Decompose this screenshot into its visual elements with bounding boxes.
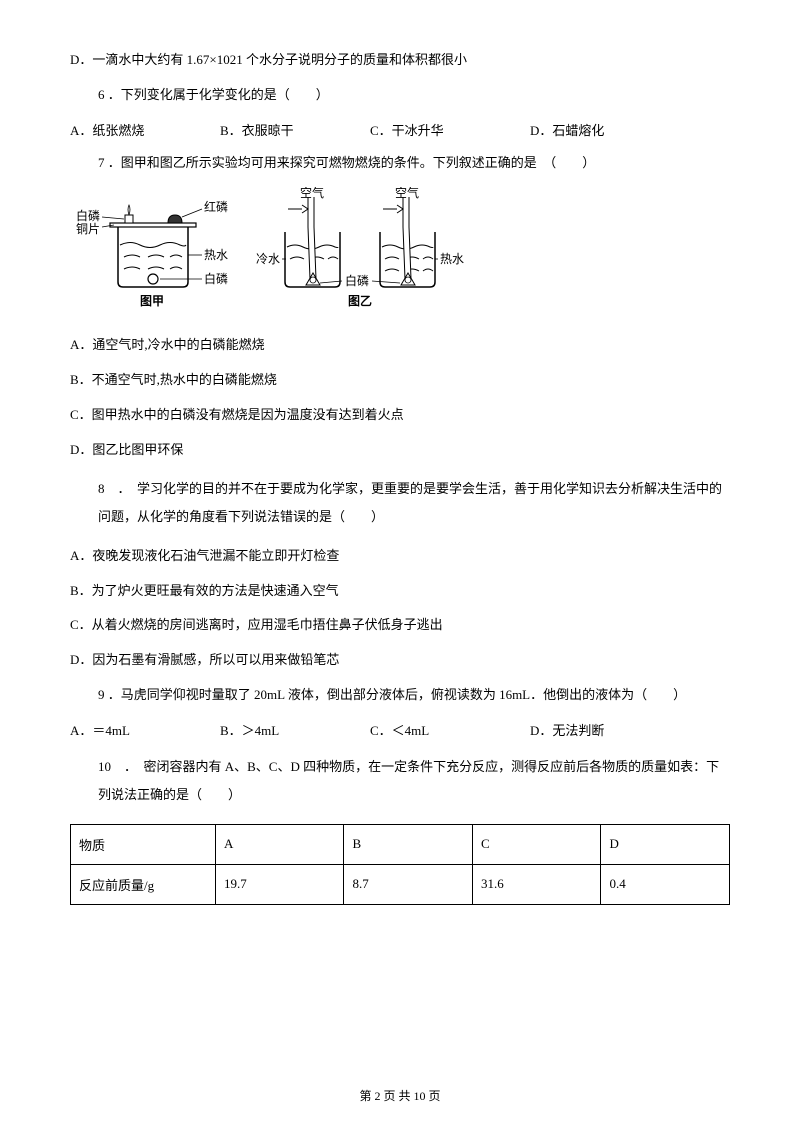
q6-options: A．纸张燃烧 B．衣服晾干 C．干冰升华 D．石蜡熔化 <box>70 120 730 139</box>
q9-option-d: D．无法判断 <box>530 720 680 739</box>
cell-header-3: C <box>472 824 601 864</box>
q5-option-d: D．一滴水中大约有 1.67×1021 个水分子说明分子的质量和体积都很小 <box>70 50 730 71</box>
q6-option-a: A．纸张燃烧 <box>70 120 220 139</box>
label-kongqi-2: 空气 <box>395 187 419 200</box>
cell-header-0: 物质 <box>71 824 216 864</box>
q7-option-d: D．图乙比图甲环保 <box>70 440 730 461</box>
label-reshui-jia: 热水 <box>204 248 228 262</box>
diagram-yi: 空气 空气 冷水 白磷 热水 图乙 <box>256 187 464 308</box>
q6-stem: 6 ．下列变化属于化学变化的是（ ） <box>70 85 730 106</box>
exam-page: D．一滴水中大约有 1.67×1021 个水分子说明分子的质量和体积都很小 6 … <box>0 0 800 1132</box>
q7-option-b: B．不通空气时,热水中的白磷能燃烧 <box>70 370 730 391</box>
diagram-jia: 白磷 铜片 红磷 热水 白磷 图甲 <box>76 199 228 308</box>
page-footer: 第 2 页 共 10 页 <box>0 1087 800 1104</box>
q9-stem: 9 ．马虎同学仰视时量取了 20mL 液体，倒出部分液体后，俯视读数为 16mL… <box>70 685 730 706</box>
cell-header-1: A <box>215 824 344 864</box>
label-bailin-water: 白磷 <box>204 271 228 286</box>
q7-diagram: 白磷 铜片 红磷 热水 白磷 图甲 <box>70 187 730 317</box>
label-tuyi: 图乙 <box>348 294 372 308</box>
table-row: 物质 A B C D <box>71 824 730 864</box>
label-tongpian: 铜片 <box>76 221 100 236</box>
q9-option-a: A．＝4mL <box>70 720 220 739</box>
q7-diagram-svg: 白磷 铜片 红磷 热水 白磷 图甲 <box>70 187 490 317</box>
cell-row1-4: 0.4 <box>601 864 730 904</box>
cell-row1-2: 8.7 <box>344 864 473 904</box>
cell-header-2: B <box>344 824 473 864</box>
q8-option-c: C．从着火燃烧的房间逃离时，应用湿毛巾捂住鼻子伏低身子逃出 <box>70 615 730 636</box>
label-honglin: 红磷 <box>204 199 228 214</box>
q7-option-a: A．通空气时,冷水中的白磷能燃烧 <box>70 335 730 356</box>
label-bailin-jia: 白磷 <box>76 208 100 223</box>
label-bailin-yi: 白磷 <box>345 273 369 288</box>
label-tujia: 图甲 <box>140 294 164 308</box>
q7-option-c: C．图甲热水中的白磷没有燃烧是因为温度没有达到着火点 <box>70 405 730 426</box>
cell-header-4: D <box>601 824 730 864</box>
q10-table: 物质 A B C D 反应前质量/g 19.7 8.7 31.6 0.4 <box>70 824 730 905</box>
q6-option-c: C．干冰升华 <box>370 120 530 139</box>
cell-row1-3: 31.6 <box>472 864 601 904</box>
q9-options: A．＝4mL B．＞4mL C．＜4mL D．无法判断 <box>70 720 730 739</box>
label-lengshui: 冷水 <box>256 252 280 266</box>
label-kongqi-1: 空气 <box>300 187 324 200</box>
q8-option-b: B．为了炉火更旺最有效的方法是快速通入空气 <box>70 581 730 602</box>
q10-stem: 10 ． 密闭容器内有 A、B、C、D 四种物质，在一定条件下充分反应，测得反应… <box>70 753 730 810</box>
q8-option-a: A．夜晚发现液化石油气泄漏不能立即开灯检查 <box>70 546 730 567</box>
q6-option-d: D．石蜡熔化 <box>530 120 680 139</box>
q9-option-b: B．＞4mL <box>220 720 370 739</box>
q6-option-b: B．衣服晾干 <box>220 120 370 139</box>
q7-stem: 7 ．图甲和图乙所示实验均可用来探究可燃物燃烧的条件。下列叙述正确的是 （ ） <box>70 153 730 174</box>
q8-option-d: D．因为石墨有滑腻感，所以可以用来做铅笔芯 <box>70 650 730 671</box>
cell-row1-1: 19.7 <box>215 864 344 904</box>
table-row: 反应前质量/g 19.7 8.7 31.6 0.4 <box>71 864 730 904</box>
cell-row1-0: 反应前质量/g <box>71 864 216 904</box>
q8-stem: 8 ． 学习化学的目的并不在于要成为化学家，更重要的是要学会生活，善于用化学知识… <box>70 475 730 532</box>
q9-option-c: C．＜4mL <box>370 720 530 739</box>
label-reshui-yi: 热水 <box>440 252 464 266</box>
